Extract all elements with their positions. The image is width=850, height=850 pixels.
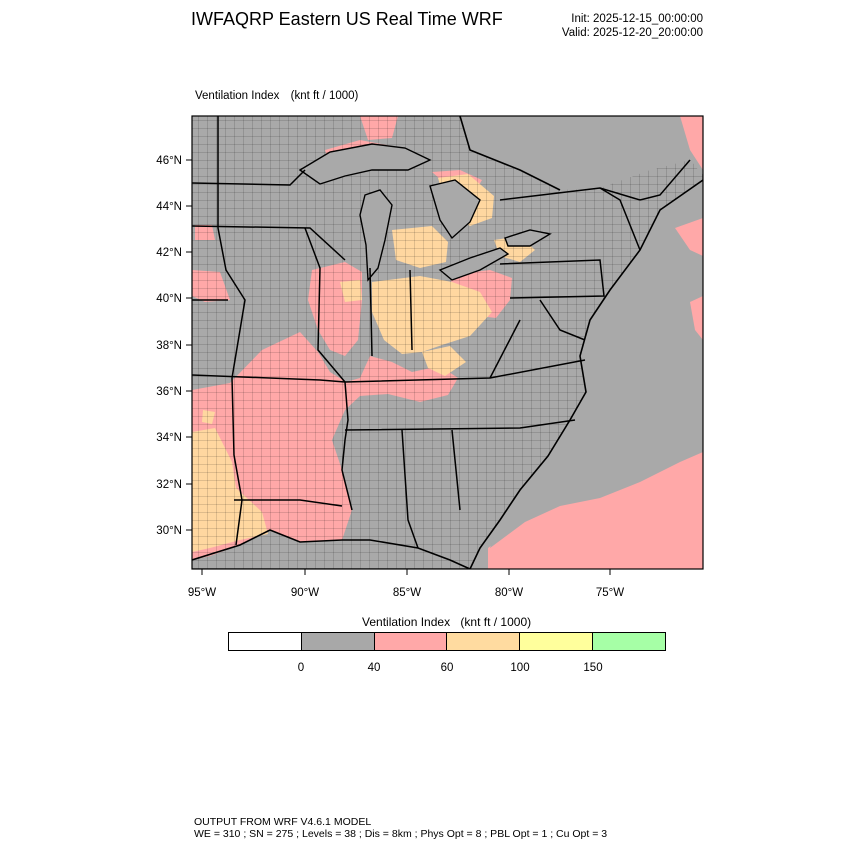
legend-bin	[229, 633, 302, 650]
legend-label: 60	[440, 662, 454, 674]
lon-tick-label: 95°W	[188, 587, 216, 599]
longitude-labels: 95°W 90°W 85°W 80°W 75°W	[188, 587, 624, 599]
legend-bin	[301, 633, 375, 650]
lat-tick-label: 42°N	[156, 247, 182, 259]
lat-tick-label: 34°N	[156, 432, 182, 444]
model-footer-line-1: OUTPUT FROM WRF V4.6.1 MODEL	[194, 816, 372, 828]
lat-tick-label: 46°N	[156, 155, 182, 167]
atlantic-patch-mid	[690, 296, 703, 340]
lat-tick-label: 36°N	[156, 386, 182, 398]
legend-field-name: Ventilation Index	[362, 615, 451, 629]
coastlines	[192, 116, 703, 569]
map-frame	[191, 115, 704, 570]
legend-label: 150	[583, 662, 603, 674]
great-lakes	[298, 143, 552, 282]
lat-tick-label: 40°N	[156, 293, 182, 305]
legend-bin	[520, 633, 594, 650]
lake-erie	[438, 247, 510, 281]
lon-tick-label: 80°W	[495, 587, 523, 599]
latitude-labels: 46°N 44°N 42°N 40°N 38°N 36°N 34°N 32°N …	[156, 155, 182, 537]
lat-tick-label: 38°N	[156, 340, 182, 352]
figure-title: IWFAQRP Eastern US Real Time WRF	[191, 9, 503, 29]
lake-superior	[298, 143, 432, 185]
lon-tick-label: 90°W	[291, 587, 319, 599]
lake-ontario	[504, 229, 552, 247]
lat-tick-label: 44°N	[156, 201, 182, 213]
map-field-name: Ventilation Index	[195, 90, 280, 102]
atlantic-ocean	[490, 180, 703, 548]
vi-region-northwest-corner	[680, 116, 703, 170]
state-boundaries	[192, 116, 691, 549]
lake-michigan	[359, 189, 393, 282]
latitude-axis	[186, 159, 192, 531]
legend-bin	[593, 633, 665, 650]
lon-tick-label: 85°W	[393, 587, 421, 599]
valid-time: Valid: 2025-12-20_20:00:00	[561, 27, 703, 39]
init-time: Init: 2025-12-15_00:00:00	[571, 13, 703, 25]
lake-huron	[429, 179, 481, 240]
legend-bin	[447, 633, 521, 650]
map-field-label: Ventilation Index (knt ft / 1000)	[195, 90, 358, 102]
legend-bin	[374, 633, 448, 650]
color-legend	[228, 632, 666, 651]
atlantic-pink-patches	[675, 218, 703, 340]
model-footer-line-2: WE = 310 ; SN = 275 ; Levels = 38 ; Dis …	[194, 828, 608, 840]
legend-units: (knt ft / 1000)	[460, 615, 532, 629]
atlantic-patch-north	[675, 218, 703, 256]
lon-tick-label: 75°W	[596, 587, 624, 599]
legend-label: 100	[510, 662, 530, 674]
county-grid	[192, 116, 703, 569]
legend-label: 0	[297, 662, 305, 674]
gulf-stream-over-ocean	[490, 452, 703, 569]
lat-tick-label: 30°N	[156, 525, 182, 537]
map-field-units: (knt ft / 1000)	[290, 90, 359, 102]
legend-label: 40	[367, 662, 381, 674]
map-panel: 46°N 44°N 42°N 40°N 38°N 36°N 34°N 32°N …	[156, 115, 704, 599]
longitude-axis	[201, 569, 611, 575]
legend-title: Ventilation Index (knt ft / 1000)	[362, 615, 531, 629]
lat-tick-label: 32°N	[156, 479, 182, 491]
